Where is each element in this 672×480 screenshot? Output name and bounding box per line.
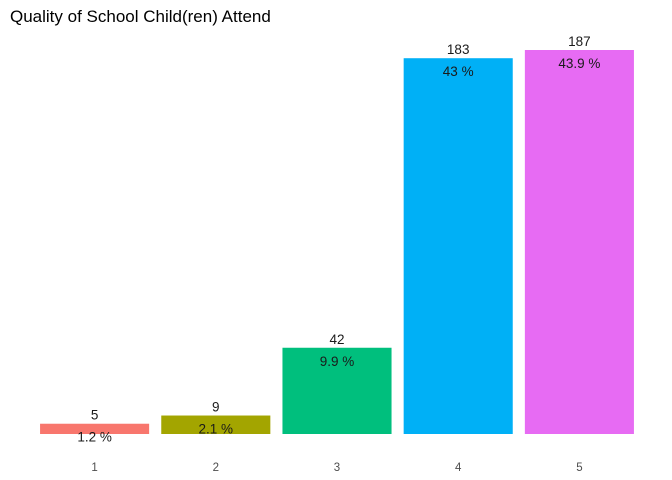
x-tick-label-2: 2 [213,462,219,474]
x-tick-label-3: 3 [334,462,340,474]
x-tick-label-4: 4 [455,462,462,474]
percent-label-1: 1.2 % [77,430,112,445]
bar-2 [161,415,271,434]
x-tick-label-5: 5 [576,462,582,474]
percent-label-5: 43.9 % [558,56,600,71]
x-axis-ticks: 1 2 3 4 5 [91,462,582,474]
count-label-1: 5 [91,408,99,423]
bar-4 [403,58,513,435]
percent-label-4: 43 % [443,64,474,79]
bar-1 [40,423,150,434]
count-label-2: 9 [212,400,220,415]
percent-label-2: 2.1 % [199,422,234,437]
count-label-5: 187 [568,34,591,49]
bar-3 [282,347,392,434]
bar-5 [524,50,634,434]
count-label-4: 183 [447,42,470,57]
percent-label-3: 9.9 % [320,354,355,369]
chart-title: Quality of School Child(ren) Attend [10,7,271,26]
count-label-3: 42 [329,332,344,347]
bars-layer [40,50,634,435]
labels-layer: 5 1.2 % 9 2.1 % 42 9.9 % 183 43 % 187 43.9 % [77,34,600,445]
x-tick-label-1: 1 [91,462,97,474]
